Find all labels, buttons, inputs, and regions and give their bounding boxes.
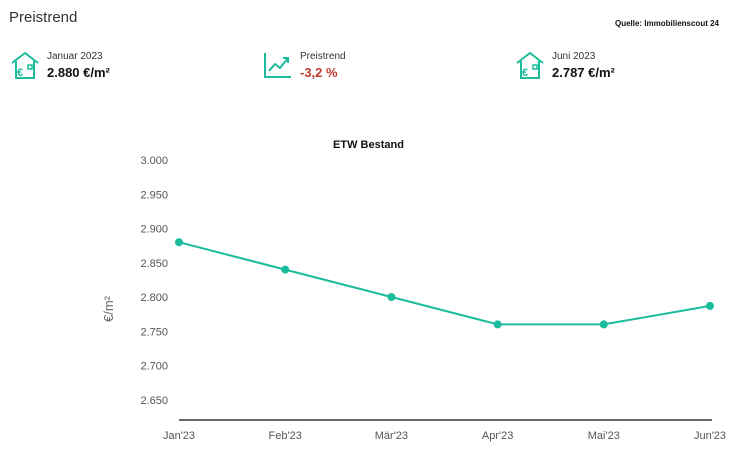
y-tick-label: 2.950 (140, 189, 168, 201)
svg-text:€: € (522, 67, 528, 79)
y-axis-label: €/m² (101, 295, 116, 322)
page-title: Preistrend (9, 9, 78, 26)
kpi-end-price: € Juni 2023 2.787 €/m² (514, 49, 714, 81)
house-euro-icon: € (516, 52, 544, 79)
data-point (387, 293, 396, 301)
series-line (178, 241, 711, 326)
chart-title: ETW Bestand (333, 139, 404, 151)
data-point (706, 301, 714, 310)
trend-chart-icon (264, 53, 291, 78)
kpi-label: Januar 2023 (47, 51, 103, 62)
kpi-value: 2.787 €/m² (552, 65, 615, 80)
source-note: Quelle: Immobilienscout 24 (614, 19, 719, 28)
data-point (175, 238, 183, 247)
kpi-label: Juni 2023 (552, 51, 596, 62)
y-tick-label: 2.750 (140, 326, 168, 338)
x-tick-label: Apr'23 (482, 430, 513, 442)
y-tick-label: 2.900 (140, 224, 168, 236)
y-tick-label: 2.800 (140, 292, 168, 304)
kpi-value: 2.880 €/m² (47, 65, 110, 80)
y-tick-label: 3.000 (140, 155, 168, 167)
svg-text:€: € (17, 67, 23, 79)
x-tick-label: Jun'23 (694, 430, 726, 442)
kpi-price-trend: Preistrend -3,2 % (262, 49, 462, 81)
house-euro-icon: € (11, 52, 39, 79)
x-tick-label: Mär'23 (375, 430, 408, 442)
kpi-label: Preistrend (300, 51, 346, 62)
y-tick-label: 2.700 (140, 361, 168, 373)
data-point (599, 320, 608, 329)
data-point (281, 265, 290, 274)
y-tick-label: 2.850 (140, 258, 168, 270)
y-tick-label: 2.650 (140, 395, 168, 407)
kpi-value: -3,2 % (300, 65, 338, 80)
data-point (493, 320, 502, 329)
x-tick-label: Jan'23 (163, 430, 195, 442)
x-tick-label: Mai'23 (588, 430, 620, 442)
x-tick-label: Feb'23 (269, 430, 302, 442)
kpi-start-price: € Januar 2023 2.880 €/m² (9, 49, 209, 81)
